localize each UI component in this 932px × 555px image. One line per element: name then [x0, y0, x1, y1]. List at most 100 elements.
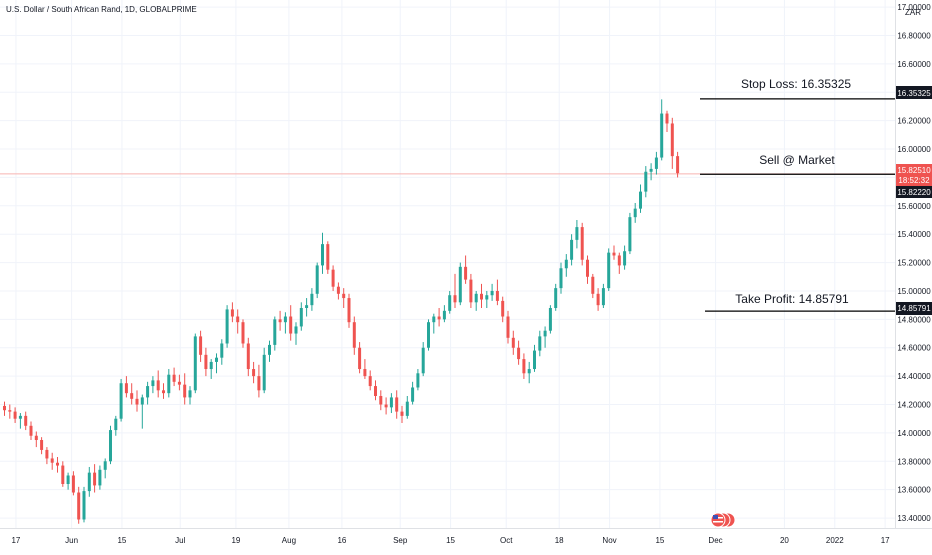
- candle: [8, 404, 12, 419]
- candle: [432, 313, 436, 334]
- candle: [448, 290, 452, 314]
- candle: [140, 394, 144, 429]
- trade-levels: [0, 98, 895, 312]
- candle: [93, 464, 97, 493]
- candle: [71, 471, 75, 496]
- candle: [617, 252, 621, 274]
- x-tick-label: 18: [555, 536, 564, 545]
- candle: [18, 413, 22, 429]
- candle: [649, 163, 653, 181]
- currency-label: ZAR: [905, 8, 921, 17]
- candle: [183, 373, 187, 405]
- candle: [533, 344, 536, 372]
- last-price-badge-text: 15.82510: [897, 166, 931, 175]
- x-tick-label: Oct: [500, 536, 513, 545]
- take-profit-label: Take Profit: 14.85791: [735, 292, 849, 306]
- candle: [310, 288, 314, 311]
- y-tick-label: 17.00000: [897, 3, 931, 12]
- candle: [215, 353, 218, 374]
- x-tick-label: Aug: [282, 536, 296, 545]
- countdown-text: 18:52:32: [898, 176, 930, 185]
- candle: [543, 326, 547, 348]
- candle: [342, 288, 346, 308]
- candle: [315, 262, 319, 299]
- candle: [580, 222, 584, 266]
- candle: [458, 262, 462, 306]
- time-axis[interactable]: 17 Jun 15 Jul 19 Aug 16 Sep 15 Oct 18 Nov 15 Dec 20 202…: [0, 528, 932, 546]
- candle: [294, 322, 298, 345]
- candle: [442, 305, 446, 323]
- candle: [321, 232, 324, 274]
- x-tick-label: 19: [231, 536, 240, 545]
- candle: [511, 330, 515, 355]
- candle: [130, 383, 134, 405]
- x-tick-label: 16: [337, 536, 346, 545]
- candle: [3, 401, 6, 416]
- take-profit-badge: [896, 302, 932, 315]
- stop-loss-badge-text: 16.35325: [897, 89, 931, 98]
- candle: [660, 99, 664, 161]
- price-axis[interactable]: 17.0000016.8000016.6000016.4000016.20000…: [895, 0, 932, 528]
- sell-label: Sell @ Market: [759, 153, 835, 167]
- candle: [495, 279, 499, 306]
- candle: [225, 305, 229, 348]
- candle: [490, 283, 494, 301]
- candle: [241, 319, 245, 348]
- us-flag-event-icon[interactable]: [710, 512, 736, 528]
- y-tick-label: 14.00000: [897, 429, 931, 438]
- candle: [40, 437, 44, 455]
- stop-loss-badge: [896, 86, 932, 99]
- candle: [177, 374, 181, 391]
- last-price-badge: [896, 164, 932, 186]
- candle: [61, 461, 65, 487]
- candle: [34, 431, 38, 448]
- candle: [124, 376, 128, 398]
- x-tick-label: Dec: [708, 536, 722, 545]
- candle: [199, 330, 203, 362]
- price-badges: 16.35325 15.82510 18:52:32 15.82220 14.8…: [896, 86, 932, 315]
- candle: [411, 381, 415, 405]
- candle: [676, 151, 680, 178]
- candle: [167, 369, 171, 398]
- candle: [305, 298, 309, 317]
- candle: [347, 293, 351, 328]
- x-tick-label: 15: [117, 536, 126, 545]
- x-tick-label: 20: [780, 536, 789, 545]
- candle: [262, 347, 266, 394]
- candle: [98, 465, 102, 490]
- candle: [427, 319, 430, 351]
- candle: [628, 212, 632, 255]
- candle: [268, 340, 271, 362]
- y-tick-label: 14.80000: [897, 315, 931, 324]
- candle: [405, 396, 409, 419]
- candle: [654, 151, 658, 175]
- y-tick-label: 13.40000: [897, 514, 931, 523]
- candle: [289, 305, 293, 341]
- candle: [586, 255, 589, 284]
- candle: [374, 380, 377, 401]
- candle: [670, 117, 674, 169]
- candle: [299, 302, 303, 331]
- y-tick-label: 15.00000: [897, 287, 931, 296]
- candle: [193, 333, 197, 394]
- stop-loss-label: Stop Loss: 16.35325: [741, 77, 851, 91]
- candle: [204, 347, 208, 377]
- candle: [66, 472, 70, 490]
- y-tick-label: 16.00000: [897, 145, 931, 154]
- candle: [639, 184, 642, 213]
- candle: [172, 367, 176, 387]
- candle: [283, 312, 287, 334]
- candle: [400, 405, 404, 423]
- candle: [665, 110, 669, 132]
- candle: [103, 458, 107, 479]
- candle: [644, 166, 648, 198]
- candle: [379, 390, 383, 411]
- candle: [119, 378, 123, 422]
- candle: [480, 283, 483, 308]
- candle: [506, 310, 510, 344]
- take-profit-badge-text: 14.85791: [897, 304, 931, 313]
- candle: [24, 411, 28, 431]
- candle: [273, 316, 277, 351]
